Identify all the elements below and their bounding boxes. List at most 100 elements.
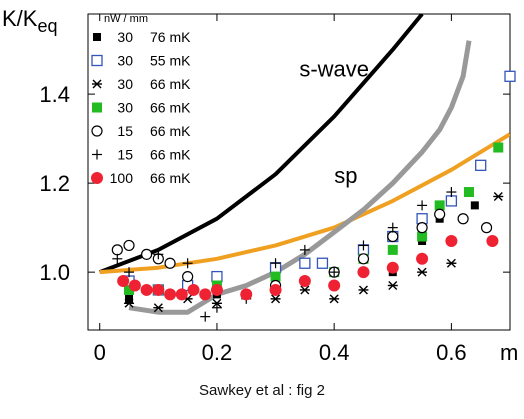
data-point-open-circle [480, 222, 493, 234]
legend-power: 30 [117, 76, 133, 92]
marker-shape [357, 253, 370, 265]
s-wave-label: s-wave [299, 56, 369, 81]
marker-shape [445, 195, 458, 207]
data-point-plus [182, 258, 193, 269]
figure-caption: Sawkey et al : fig 2 [199, 382, 325, 399]
data-point-plus [200, 311, 211, 322]
data-point-filled-circle-red [328, 279, 341, 292]
data-point-open-circle [416, 222, 428, 234]
data-point-open-square [445, 195, 458, 207]
data-point-filled-square-black [470, 201, 479, 210]
marker-shape [91, 125, 103, 137]
s-wave-curve [98, 14, 424, 274]
legend-power: 30 [117, 100, 133, 116]
marker-shape [457, 213, 469, 225]
data-point-asterisk [358, 285, 369, 295]
marker-shape [164, 288, 177, 301]
legend-item: 30 66 mK [92, 100, 191, 116]
marker-shape [91, 172, 103, 184]
legend-temp: 76 mK [150, 29, 191, 45]
data-point-filled-square-green [434, 200, 445, 211]
data-point-filled-circle-red [175, 288, 188, 301]
data-point-plus [270, 258, 281, 269]
data-point-plus [358, 240, 369, 251]
data-point-asterisk [329, 294, 340, 304]
data-point-filled-circle-red [416, 252, 429, 265]
marker-shape [91, 54, 103, 67]
data-point-open-circle [164, 257, 176, 269]
legend-marker-asterisk [92, 79, 102, 89]
marker-shape [504, 70, 516, 82]
marker-shape [358, 285, 368, 295]
data-point-filled-circle-red [117, 275, 130, 288]
marker-shape [210, 283, 223, 296]
data-point-asterisk [493, 191, 504, 201]
marker-shape [164, 257, 176, 269]
legend-item: 30 55 mK [91, 53, 191, 69]
data-point-filled-square-green [493, 142, 504, 153]
data-point-open-circle [111, 244, 123, 256]
data-point-plus [417, 200, 428, 211]
data-point-open-circle [123, 239, 135, 252]
legend: nW / mm 30 76 mK 30 55 mK 30 66 mK 30 66 mK 15 66 … [91, 13, 191, 186]
marker-shape [140, 283, 153, 296]
data-point-filled-circle-red [486, 234, 499, 247]
sp-label: sp [334, 163, 357, 188]
marker-shape [486, 234, 499, 247]
legend-temp: 66 mK [150, 170, 191, 186]
data-point-filled-circle-red [152, 283, 165, 296]
legend-temp: 66 mK [150, 123, 191, 139]
marker-shape [128, 279, 141, 292]
legend-power: 100 [110, 170, 134, 186]
marker-shape [211, 270, 223, 283]
y-axis-label: K/Keq [2, 6, 58, 36]
marker-shape [270, 271, 281, 282]
legend-item: 100 66 mK [91, 170, 191, 186]
marker-shape [386, 261, 399, 274]
marker-shape [271, 294, 281, 304]
data-point-filled-circle-red [199, 288, 212, 301]
marker-shape [475, 159, 487, 171]
series-plus [112, 187, 457, 322]
marker-shape [92, 102, 102, 113]
marker-shape [183, 294, 193, 304]
marker-shape [493, 142, 504, 153]
marker-shape [299, 257, 311, 269]
y-tick-label: 1.2 [39, 171, 70, 196]
data-point-filled-square-black [125, 294, 134, 303]
data-point-open-square [504, 70, 516, 82]
marker-shape [434, 208, 446, 220]
legend-power: 15 [117, 147, 133, 163]
legend-power: 30 [117, 53, 133, 69]
marker-shape [480, 222, 493, 234]
x-tick-label: 0 [94, 340, 106, 365]
data-point-open-circle [141, 248, 153, 260]
marker-shape [300, 285, 310, 295]
legend-marker-open-circle [91, 125, 103, 137]
marker-shape [316, 257, 329, 269]
data-point-open-square [316, 257, 329, 269]
marker-shape [153, 303, 163, 313]
marker-shape [463, 187, 474, 198]
marker-shape [123, 239, 135, 252]
marker-shape [357, 266, 370, 279]
marker-shape [182, 270, 194, 283]
marker-shape [199, 288, 212, 301]
data-point-filled-square-green [417, 231, 428, 242]
marker-shape [92, 79, 102, 89]
marker-shape [117, 275, 130, 288]
data-point-asterisk [446, 258, 457, 268]
data-point-filled-circle-red [164, 288, 177, 301]
marker-shape [93, 33, 101, 41]
data-point-filled-circle-red [140, 283, 153, 296]
curve-2 [128, 40, 472, 315]
x-axis-label: m [500, 340, 518, 365]
x-tick-label: 0.2 [202, 340, 233, 365]
data-point-asterisk [153, 303, 164, 313]
x-tick-label: 0.6 [436, 340, 467, 365]
data-point-open-square [299, 257, 311, 269]
y-axis-label-subscript: eq [37, 16, 57, 36]
data-point-open-circle [457, 213, 469, 225]
plot-frame [87, 13, 511, 331]
series-filled-square-green [124, 142, 504, 295]
